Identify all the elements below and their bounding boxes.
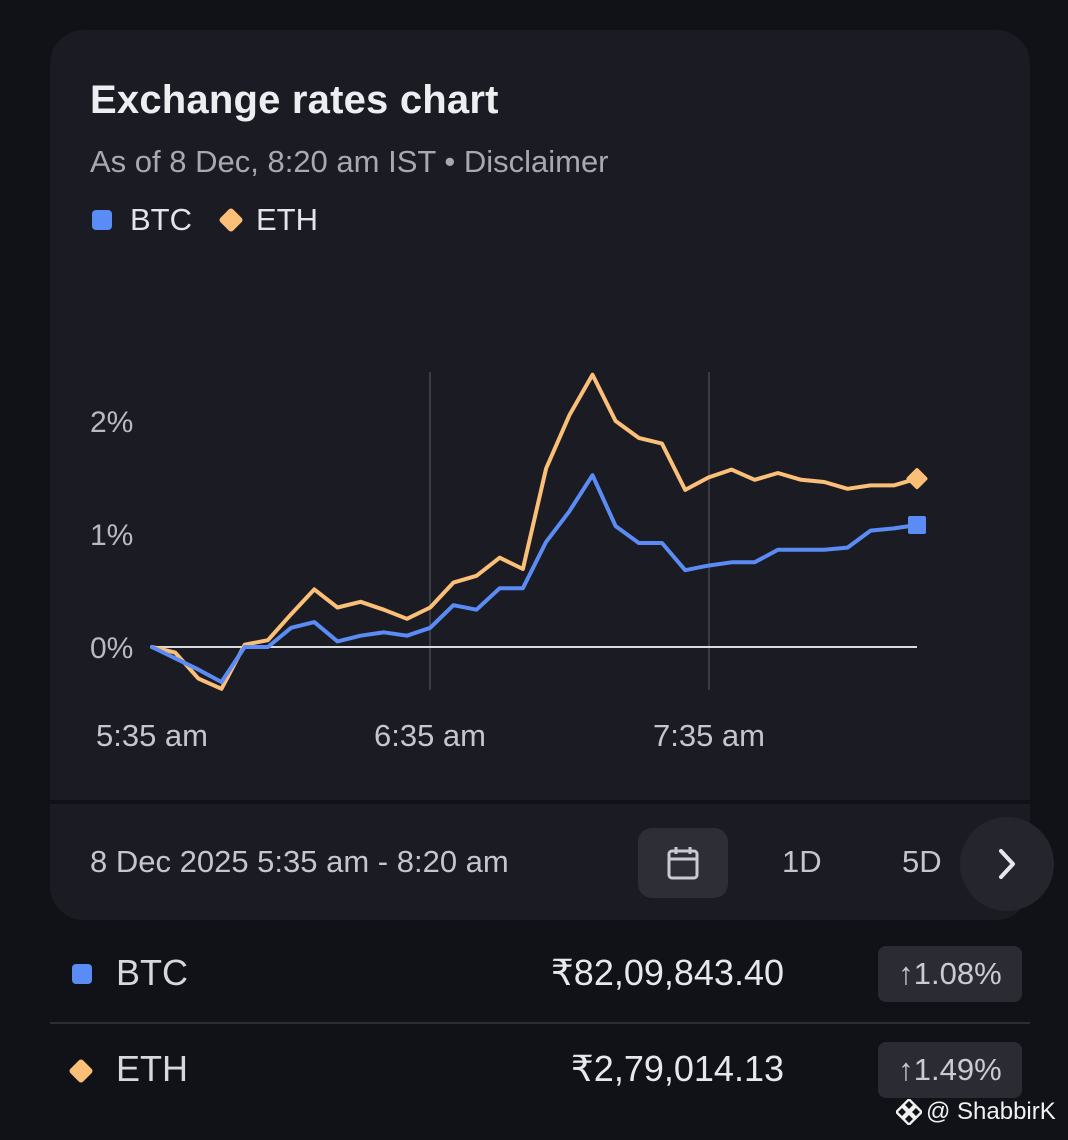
next-periods-button[interactable] <box>960 817 1054 911</box>
chart-legend: BTC ETH <box>92 202 344 238</box>
exchange-rates-card: Exchange rates chart As of 8 Dec, 8:20 a… <box>50 30 1030 920</box>
y-tick-label: 2% <box>90 406 133 439</box>
watermark-text: @ ShabbirK <box>926 1098 1056 1125</box>
calendar-button[interactable] <box>638 828 728 898</box>
row-symbol-btc: BTC <box>116 952 188 993</box>
change-value-btc: 1.08% <box>913 956 1002 991</box>
y-tick-label: 1% <box>90 519 133 552</box>
y-tick-label: 0% <box>90 632 133 665</box>
binance-logo-icon <box>896 1099 922 1125</box>
legend-item-eth[interactable]: ETH <box>218 202 318 238</box>
row-price-btc: ₹82,09,843.40 <box>550 952 784 993</box>
chevron-right-icon <box>999 849 1015 879</box>
rate-row-btc[interactable]: BTC ₹82,09,843.40 ↑ 1.08% <box>50 928 1030 1020</box>
chart-title: Exchange rates chart <box>90 78 499 122</box>
eth-end-marker <box>906 468 928 490</box>
calendar-icon <box>667 847 699 880</box>
row-symbol-eth: ETH <box>116 1048 188 1089</box>
series-line-eth[interactable] <box>150 372 919 691</box>
card-divider <box>50 800 1030 804</box>
watermark: @ ShabbirK <box>896 1098 1056 1126</box>
arrow-up-icon: ↑ <box>898 956 914 991</box>
legend-item-btc[interactable]: BTC <box>92 202 192 238</box>
btc-end-marker <box>908 515 926 534</box>
date-range-label: 8 Dec 2025 5:35 am - 8:20 am <box>90 844 509 879</box>
series-line-btc[interactable] <box>150 473 919 684</box>
period-5d-button[interactable]: 5D <box>902 844 942 879</box>
arrow-up-icon: ↑ <box>898 1052 914 1087</box>
btc-square-icon <box>92 210 112 230</box>
row-separator <box>50 1022 1030 1024</box>
exchange-rate-line-chart[interactable]: 2% 1% 0% 5:35 am 6:35 am 7:35 am <box>50 30 1030 800</box>
x-tick-label: 7:35 am <box>653 718 765 753</box>
eth-diamond-icon <box>68 1058 94 1084</box>
btc-square-icon <box>72 964 92 984</box>
change-value-eth: 1.49% <box>913 1052 1002 1087</box>
legend-label-eth: ETH <box>256 202 318 237</box>
row-price-eth: ₹2,79,014.13 <box>570 1048 784 1089</box>
change-badge-btc: ↑ 1.08% <box>878 946 1022 1002</box>
change-badge-eth: ↑ 1.49% <box>878 1042 1022 1098</box>
period-1d-button[interactable]: 1D <box>782 844 822 879</box>
x-tick-label: 5:35 am <box>96 718 208 753</box>
x-tick-label: 6:35 am <box>374 718 486 753</box>
legend-label-btc: BTC <box>130 202 192 237</box>
chart-subtitle[interactable]: As of 8 Dec, 8:20 am IST • Disclaimer <box>90 144 609 179</box>
rate-row-eth[interactable]: ETH ₹2,79,014.13 ↑ 1.49% <box>50 1024 1030 1116</box>
